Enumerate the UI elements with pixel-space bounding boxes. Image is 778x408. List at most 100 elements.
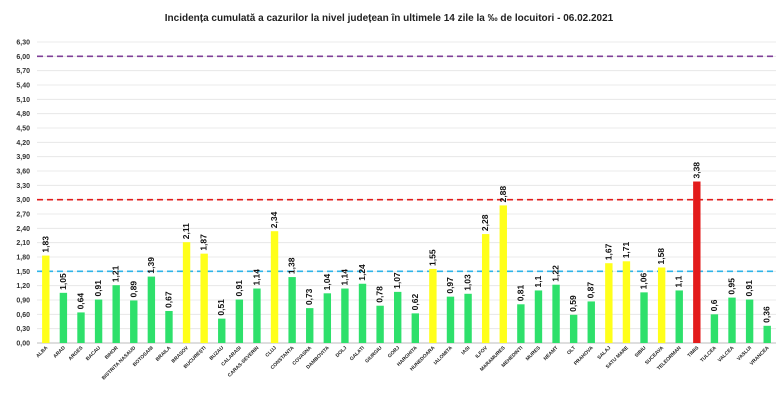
- x-tick-label: TULCEA: [699, 345, 718, 364]
- bars: [42, 181, 771, 343]
- y-tick-label: 4,20: [16, 140, 30, 147]
- bar: [235, 299, 244, 343]
- x-tick-label: ILFOV: [474, 345, 489, 360]
- data-label: 1,55: [427, 249, 437, 266]
- data-label: 1,1: [533, 275, 543, 287]
- bar: [587, 301, 595, 343]
- y-tick-label: 3,60: [16, 169, 30, 176]
- y-axis-ticks: 0,00 0,30 0,60 0,90 1,20 1,50 1,80 2,10 2,40 2,70…: [16, 40, 30, 348]
- x-tick-label: BUZAU: [209, 345, 226, 362]
- x-tick-label: ALBA: [35, 345, 49, 359]
- bar: [411, 313, 419, 343]
- data-label: 1,14: [339, 269, 349, 286]
- data-label: 1,87: [199, 234, 209, 251]
- x-tick-label: BIHOR: [104, 345, 120, 361]
- y-tick-label: 6,00: [16, 54, 30, 61]
- y-tick-label: 3,00: [16, 197, 30, 204]
- bar: [675, 290, 683, 343]
- data-label: 0,81: [515, 284, 525, 301]
- y-tick-label: 2,40: [16, 226, 30, 233]
- data-label: 0,91: [93, 280, 103, 297]
- x-tick-label: IASI: [460, 345, 472, 357]
- bar: [94, 299, 103, 343]
- chart-title: Incidența cumulată a cazurilor la nivel …: [165, 13, 614, 24]
- bar: [288, 277, 296, 343]
- x-tick-label: DOLJ: [335, 345, 349, 359]
- bar: [763, 325, 771, 343]
- x-tick-label: ARAD: [52, 345, 67, 360]
- data-label: 1,39: [146, 257, 156, 274]
- data-label: 0,62: [410, 294, 420, 311]
- data-label: 0,95: [727, 278, 737, 295]
- data-label: 1,04: [322, 273, 332, 290]
- data-label: 0,89: [128, 281, 138, 298]
- data-label: 0,97: [445, 277, 455, 294]
- bar: [200, 253, 208, 343]
- y-tick-label: 1,50: [16, 269, 30, 276]
- x-tick-label: SIBIU: [634, 345, 648, 359]
- x-tick-label: CLUJ: [264, 345, 278, 359]
- data-label: 1,24: [357, 264, 367, 281]
- x-tick-label: SALAJ: [596, 345, 612, 361]
- bar: [657, 267, 666, 343]
- y-tick-label: 4,80: [16, 111, 30, 118]
- x-tick-label: VALCEA: [717, 345, 736, 364]
- x-tick-label: GIURGIU: [364, 345, 384, 365]
- data-label: 0,67: [163, 291, 173, 308]
- y-tick-label: 3,30: [16, 183, 30, 190]
- data-label: 2,28: [480, 214, 490, 231]
- data-label: 0,59: [568, 295, 578, 312]
- data-label: 0,78: [375, 286, 385, 303]
- bar: [42, 255, 50, 343]
- bar: [552, 284, 560, 343]
- bar: [270, 231, 279, 343]
- bar: [376, 305, 384, 343]
- data-label: 1,71: [621, 241, 631, 258]
- x-tick-label: BACAU: [85, 345, 102, 362]
- bar: [710, 314, 719, 343]
- bar: [446, 296, 455, 343]
- data-label: 0,36: [762, 306, 772, 323]
- bar: [569, 314, 578, 343]
- data-label: 1,14: [251, 269, 261, 286]
- bar: [165, 310, 173, 343]
- y-tick-label: 1,80: [16, 255, 30, 262]
- data-label: 1,06: [639, 273, 649, 290]
- data-label: 2,11: [181, 223, 191, 239]
- bar: [77, 312, 85, 343]
- y-tick-label: 5,70: [16, 68, 30, 75]
- y-tick-label: 0,90: [16, 298, 30, 305]
- bar: [112, 285, 120, 343]
- bar: [429, 268, 437, 343]
- y-tick-label: 2,10: [16, 240, 30, 247]
- bar: [693, 181, 701, 343]
- bar: [130, 300, 138, 343]
- bar: [341, 288, 349, 343]
- data-label: 0,64: [75, 293, 85, 310]
- bar: [147, 276, 156, 343]
- data-label: 2,88: [498, 186, 508, 203]
- bar: [745, 299, 754, 343]
- y-tick-label: 0,30: [16, 326, 30, 333]
- x-tick-label: NEAMT: [543, 345, 560, 362]
- data-label: 1,07: [392, 272, 402, 289]
- data-labels: 1,83 1,05 0,64 0,91 1,21 0,89 1,39 0,67 2,11 1,87…: [40, 162, 771, 323]
- bar: [323, 293, 332, 343]
- reference-lines: [37, 55, 776, 273]
- data-label: 1,22: [551, 265, 561, 282]
- data-label: 1,67: [603, 243, 613, 260]
- bar: [59, 292, 68, 343]
- bar: [358, 283, 367, 343]
- bar: [640, 292, 648, 343]
- x-tick-label: VRANCEA: [749, 345, 771, 367]
- x-tick-label: GORJ: [387, 345, 401, 359]
- bar: [218, 318, 226, 343]
- x-tick-label: MURES: [525, 345, 542, 362]
- data-label: 0,87: [586, 282, 596, 299]
- y-tick-label: 5,10: [16, 97, 30, 104]
- bar: [306, 308, 314, 343]
- data-label: 0,91: [744, 280, 754, 297]
- bar: [605, 263, 613, 343]
- x-tick-label: IALOMITA: [433, 345, 454, 366]
